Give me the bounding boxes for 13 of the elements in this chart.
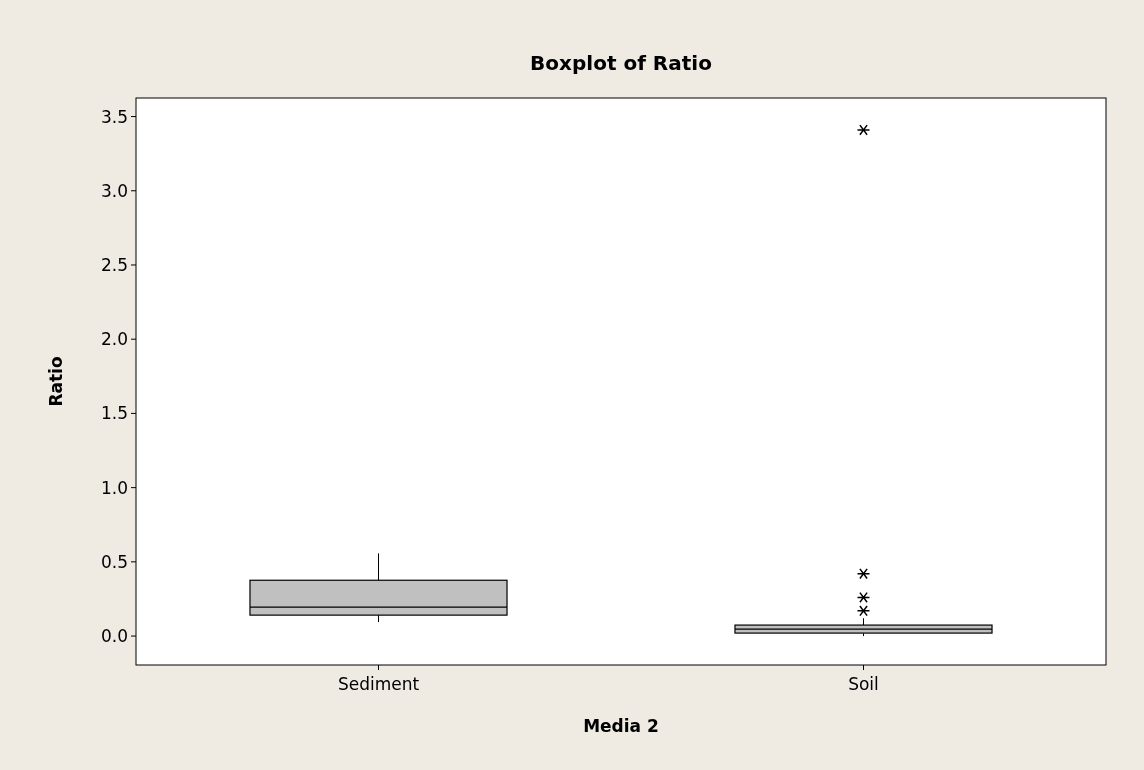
y-axis-title: Ratio (46, 356, 66, 407)
y-tick-label: 3.5 (100, 106, 128, 127)
y-tick-label: 0.5 (100, 551, 128, 572)
y-tick-label: 1.5 (100, 403, 128, 424)
y-tick-label: 0.0 (100, 626, 128, 647)
y-tick-label: 3.0 (100, 180, 128, 201)
x-tick-label: Soil (848, 674, 879, 694)
y-tick-label: 1.0 (100, 477, 128, 498)
y-tick-label: 2.5 (100, 254, 128, 275)
x-axis-title: Media 2 (583, 716, 659, 736)
chart-title: Boxplot of Ratio (530, 51, 712, 75)
x-tick-label: Sediment (337, 674, 420, 694)
y-tick-label: 2.0 (100, 329, 128, 350)
